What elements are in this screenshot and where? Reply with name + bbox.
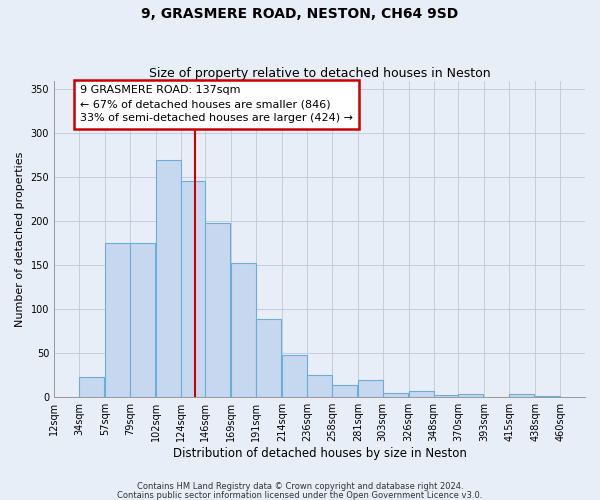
Text: Contains public sector information licensed under the Open Government Licence v3: Contains public sector information licen… xyxy=(118,490,482,500)
Y-axis label: Number of detached properties: Number of detached properties xyxy=(15,151,25,326)
Bar xyxy=(535,396,560,397)
Bar xyxy=(130,244,155,397)
Bar xyxy=(332,385,357,397)
Title: Size of property relative to detached houses in Neston: Size of property relative to detached ho… xyxy=(149,66,490,80)
Bar xyxy=(358,380,383,397)
Bar xyxy=(105,244,130,397)
Bar xyxy=(256,319,281,397)
Bar xyxy=(232,262,256,397)
Bar xyxy=(205,223,230,397)
Text: Contains HM Land Registry data © Crown copyright and database right 2024.: Contains HM Land Registry data © Crown c… xyxy=(137,482,463,491)
Bar xyxy=(383,393,407,397)
Text: 9, GRASMERE ROAD, NESTON, CH64 9SD: 9, GRASMERE ROAD, NESTON, CH64 9SD xyxy=(142,8,458,22)
Bar xyxy=(79,377,104,397)
Bar xyxy=(509,394,534,397)
Bar xyxy=(282,355,307,397)
X-axis label: Distribution of detached houses by size in Neston: Distribution of detached houses by size … xyxy=(173,447,466,460)
Text: 9 GRASMERE ROAD: 137sqm
← 67% of detached houses are smaller (846)
33% of semi-d: 9 GRASMERE ROAD: 137sqm ← 67% of detache… xyxy=(80,85,353,123)
Bar xyxy=(156,160,181,397)
Bar xyxy=(409,391,434,397)
Bar xyxy=(434,394,458,397)
Bar xyxy=(458,394,484,397)
Bar xyxy=(307,375,332,397)
Bar xyxy=(181,181,205,397)
